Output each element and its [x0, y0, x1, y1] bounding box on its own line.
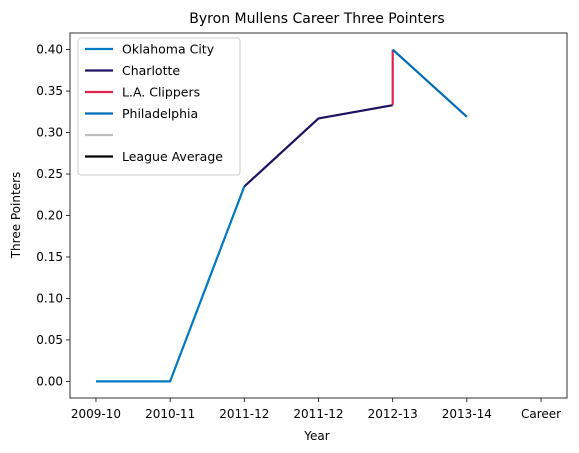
series-line-3 [391, 48, 468, 118]
x-tick-label: 2010-11 [145, 407, 195, 421]
x-tick-label: Career [521, 407, 561, 421]
x-axis: 2009-10 2010-11 2011-12 2011-12 2012-13 2013-… [71, 398, 561, 421]
y-tick-label: 0.20 [36, 209, 63, 223]
y-tick-label: 0.00 [36, 374, 63, 388]
x-tick-label: 2012-13 [368, 407, 418, 421]
y-axis: 0.00 0.05 0.10 0.15 0.20 0.25 0.30 0.35 0.40 [36, 43, 70, 388]
legend-label: Charlotte [122, 63, 180, 78]
legend-label: Philadelphia [122, 106, 198, 121]
y-tick-label: 0.35 [36, 84, 63, 98]
y-tick-label: 0.40 [36, 43, 63, 57]
legend-box [77, 37, 241, 176]
y-tick-label: 0.05 [36, 333, 63, 347]
x-tick-label: 2011-12 [219, 407, 269, 421]
x-tick-label: 2013-14 [442, 407, 492, 421]
x-tick-label: 2011-12 [293, 407, 343, 421]
legend-label: League Average [122, 149, 223, 164]
y-tick-label: 0.10 [36, 291, 63, 305]
x-axis-label: Year [303, 429, 329, 443]
series-line-0 [96, 186, 246, 383]
legend-label: Oklahoma City [122, 42, 215, 57]
y-axis-label: Three Pointers [9, 172, 23, 260]
y-tick-label: 0.15 [36, 250, 63, 264]
y-tick-label: 0.25 [36, 167, 63, 181]
series-line-1 [243, 104, 393, 188]
legend: Oklahoma City Charlotte L.A. Clippers Phila… [77, 37, 241, 176]
plot-area [96, 48, 468, 383]
chart-title: Byron Mullens Career Three Pointers [189, 11, 444, 27]
legend-label: L.A. Clippers [122, 85, 200, 100]
y-tick-label: 0.30 [36, 126, 63, 140]
x-tick-label: 2009-10 [71, 407, 121, 421]
